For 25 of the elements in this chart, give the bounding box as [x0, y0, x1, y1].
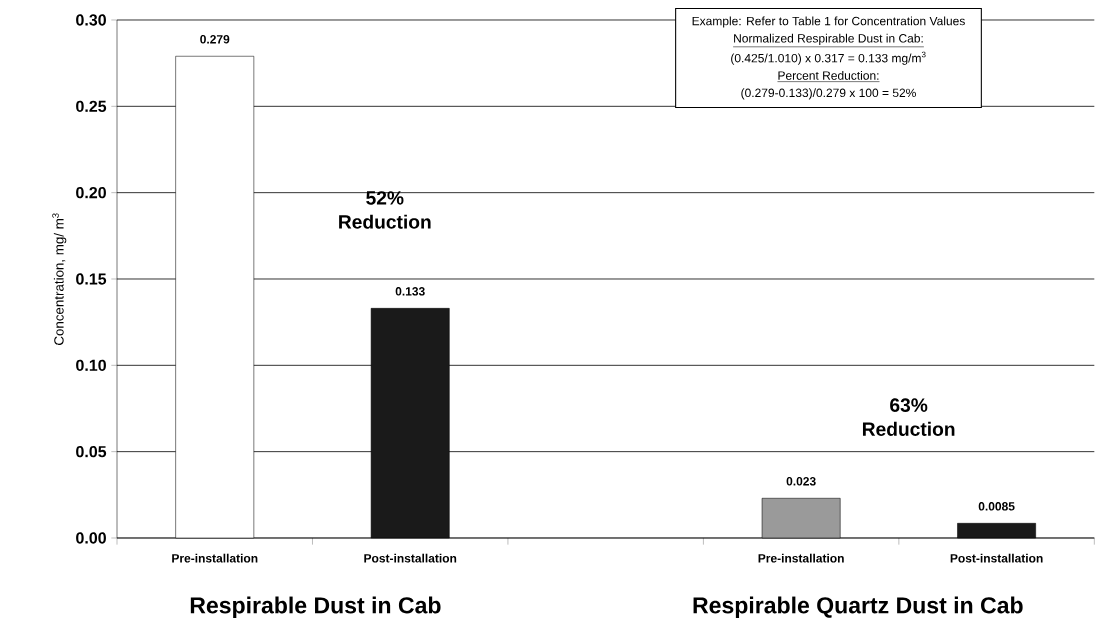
annotation: (0.425/1.010) x 0.317 = 0.133 mg/m$^{3}$: [731, 51, 926, 65]
annotation: Example: Refer to Table 1 for Concentration Values: [692, 16, 965, 28]
annotation: Normalized Respirable Dust in Cab:: [734, 33, 923, 45]
y-tick-label: 0.25: [76, 100, 107, 112]
y-tick-label: 0.20: [76, 187, 106, 199]
x-tick-label: Post-installation: [950, 553, 1043, 563]
annotation: (0.279-0.133)/0.279 x 100 = 52%: [741, 88, 916, 100]
y-axis-title: Concentration, mg/ m$^{3}$: [52, 213, 67, 345]
annotation: 52% Reduction: [339, 191, 431, 229]
annotation: 63% Reduction: [862, 398, 955, 436]
data-label: 0.023: [786, 477, 816, 486]
text: Respirable Dust in Cab: [190, 596, 441, 619]
x-tick-label: Pre-installation: [758, 553, 844, 563]
y-tick-label: 0.05: [76, 446, 107, 458]
x-tick-label: Pre-installation: [172, 553, 258, 563]
y-tick-label: 0.00: [76, 532, 106, 544]
y-tick-label: 0.30: [76, 14, 106, 26]
x-tick-label: Post-installation: [364, 553, 457, 563]
data-label: 0.279: [200, 35, 230, 44]
text: Respirable Quartz Dust in Cab: [693, 596, 1023, 619]
y-tick-label: 0.10: [76, 359, 106, 371]
data-label: 0.0085: [978, 502, 1015, 511]
data-label: 0.133: [395, 287, 425, 296]
annotation: Percent Reduction:: [778, 70, 879, 80]
y-tick-label: 0.15: [76, 273, 107, 285]
